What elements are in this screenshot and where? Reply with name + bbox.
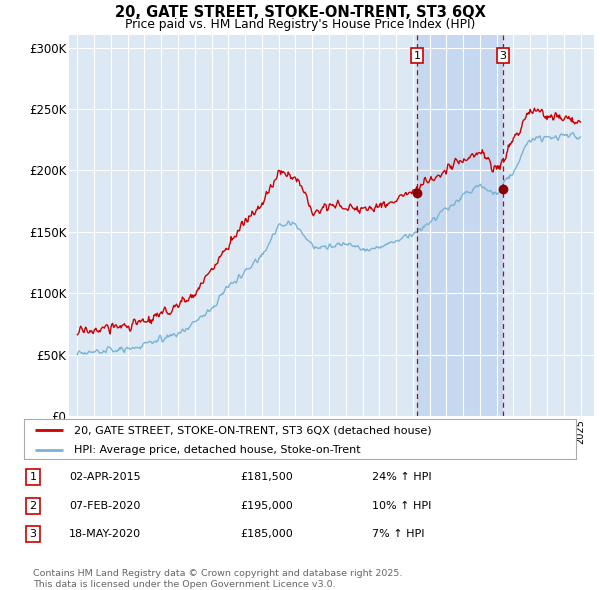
Text: 20, GATE STREET, STOKE-ON-TRENT, ST3 6QX: 20, GATE STREET, STOKE-ON-TRENT, ST3 6QX bbox=[115, 5, 485, 19]
Text: 2: 2 bbox=[29, 501, 37, 510]
Text: 1: 1 bbox=[413, 51, 421, 61]
Text: 20, GATE STREET, STOKE-ON-TRENT, ST3 6QX (detached house): 20, GATE STREET, STOKE-ON-TRENT, ST3 6QX… bbox=[74, 425, 431, 435]
Text: 1: 1 bbox=[29, 473, 37, 482]
Text: Contains HM Land Registry data © Crown copyright and database right 2025.
This d: Contains HM Land Registry data © Crown c… bbox=[33, 569, 403, 589]
Text: HPI: Average price, detached house, Stoke-on-Trent: HPI: Average price, detached house, Stok… bbox=[74, 445, 361, 455]
Text: £181,500: £181,500 bbox=[240, 473, 293, 482]
Text: 3: 3 bbox=[29, 529, 37, 539]
Bar bbox=[417, 35, 503, 416]
Text: 7% ↑ HPI: 7% ↑ HPI bbox=[372, 529, 425, 539]
Text: 24% ↑ HPI: 24% ↑ HPI bbox=[372, 473, 431, 482]
Text: 07-FEB-2020: 07-FEB-2020 bbox=[69, 501, 140, 510]
Text: 02-APR-2015: 02-APR-2015 bbox=[69, 473, 140, 482]
Text: Price paid vs. HM Land Registry's House Price Index (HPI): Price paid vs. HM Land Registry's House … bbox=[125, 18, 475, 31]
Text: 18-MAY-2020: 18-MAY-2020 bbox=[69, 529, 141, 539]
Text: 3: 3 bbox=[499, 51, 506, 61]
Text: 10% ↑ HPI: 10% ↑ HPI bbox=[372, 501, 431, 510]
Text: £195,000: £195,000 bbox=[240, 501, 293, 510]
Text: £185,000: £185,000 bbox=[240, 529, 293, 539]
